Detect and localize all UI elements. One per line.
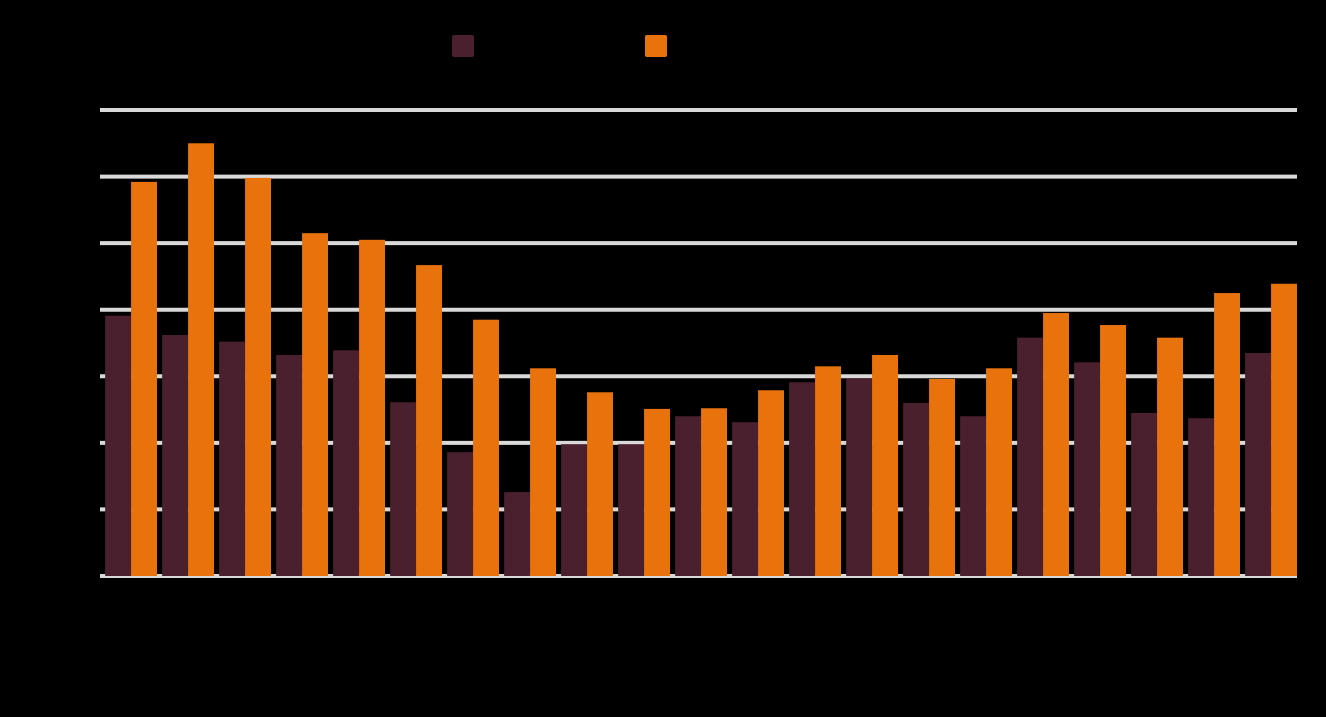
- bar: [846, 378, 873, 576]
- bar: [105, 315, 132, 576]
- bar: [1043, 313, 1069, 576]
- legend-swatch: [645, 35, 667, 57]
- bar: [333, 350, 360, 576]
- bar: [1100, 325, 1126, 576]
- bar: [675, 416, 702, 576]
- bar: [1131, 412, 1158, 576]
- bar: [789, 382, 816, 576]
- bar: [986, 368, 1012, 576]
- bar: [390, 402, 417, 576]
- bar: [644, 408, 670, 576]
- bar: [447, 452, 474, 576]
- bar: [416, 265, 442, 576]
- bar: [701, 408, 727, 576]
- bar: [302, 233, 328, 576]
- bar: [929, 378, 955, 576]
- bar: [1214, 293, 1240, 576]
- bar: [872, 354, 898, 576]
- bar: [1271, 283, 1297, 576]
- bar: [618, 444, 645, 576]
- bar: [758, 390, 784, 576]
- bar: [162, 335, 189, 576]
- bar: [131, 181, 157, 576]
- bar: [1157, 337, 1183, 576]
- bar: [732, 422, 759, 576]
- bar: [359, 239, 385, 577]
- bar: [903, 402, 930, 576]
- bar: [276, 354, 303, 576]
- bar: [1074, 362, 1101, 576]
- bar: [504, 492, 531, 576]
- bar: [1188, 418, 1215, 576]
- bar: [188, 143, 214, 577]
- bar: [1017, 337, 1044, 576]
- bar: [587, 392, 613, 576]
- bar: [960, 416, 987, 576]
- bar: [530, 368, 556, 576]
- bar: [245, 177, 271, 576]
- bar: [1245, 352, 1272, 576]
- bar: [815, 366, 841, 576]
- bar: [473, 319, 499, 576]
- bar: [561, 444, 588, 576]
- legend-swatch: [452, 35, 474, 57]
- bar: [219, 341, 246, 576]
